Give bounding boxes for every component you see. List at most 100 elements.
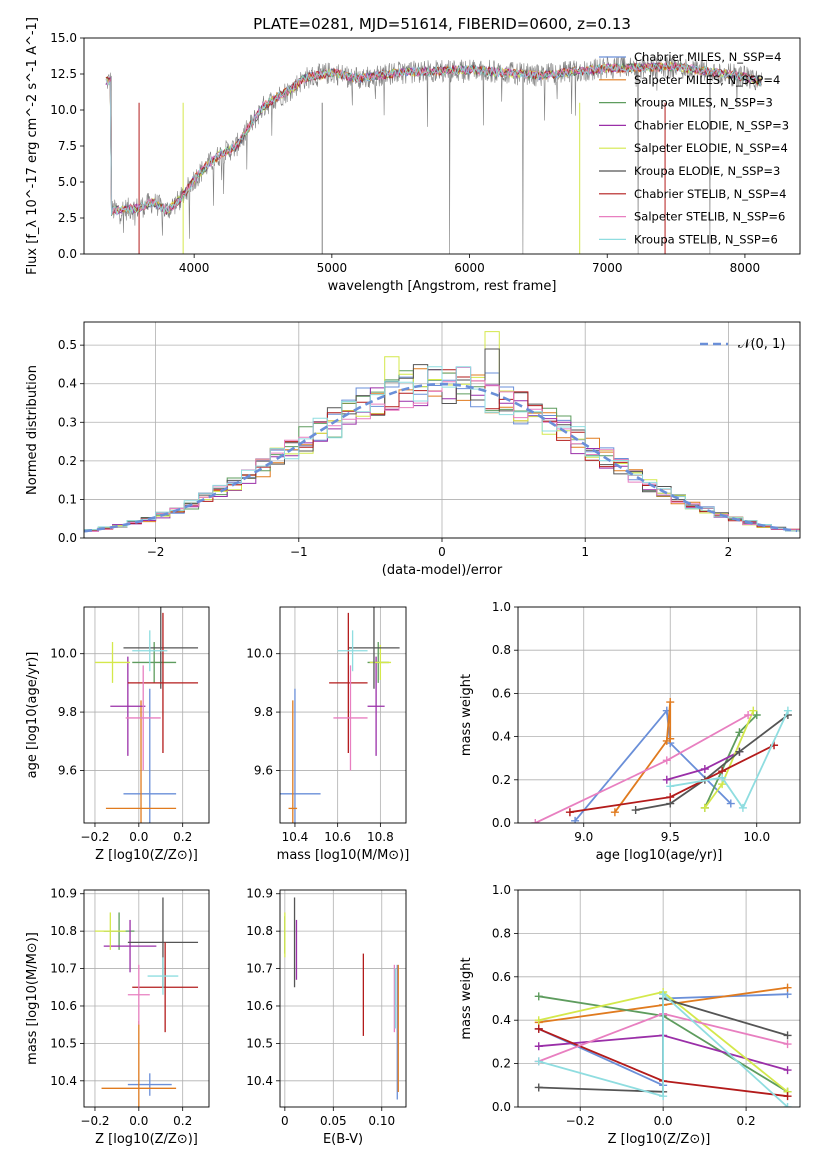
tick-label-y: 0.4 [58, 377, 77, 391]
tick-label-y: 2.5 [58, 211, 77, 225]
tick-label-y: 0.0 [58, 531, 77, 545]
weight-line-8 [538, 992, 789, 1107]
axes-frame [517, 606, 801, 824]
weight-point [783, 1040, 792, 1049]
tick-label-x: 10.6 [324, 830, 351, 844]
plot-area-age_vs_mass [280, 607, 400, 823]
axes-frame [83, 321, 801, 539]
weight-point [726, 799, 735, 808]
tick-label-y: 10.7 [50, 962, 77, 976]
model-line-8 [105, 62, 762, 217]
tick-label-y: 7.5 [58, 139, 77, 153]
legend-label: Salpeter ELODIE, N_SSP=4 [634, 141, 788, 155]
tick-label-y: 0.6 [492, 686, 511, 700]
tick-label-x: 10.0 [743, 830, 770, 844]
axes-frame [83, 37, 801, 255]
tick-label-y: 10.0 [50, 103, 77, 117]
tick-label-y: 10.6 [246, 999, 273, 1013]
tick-label-x: −0.2 [566, 1114, 595, 1128]
tick-label-y: 15.0 [50, 31, 77, 45]
x-axis-label: (data-model)/error [382, 563, 503, 578]
weight-point [700, 765, 709, 773]
weight-point [534, 1042, 543, 1051]
tick-label-x: 0 [281, 1114, 289, 1128]
tick-label-y: 0.4 [492, 1013, 511, 1027]
tick-label-y: 0.0 [492, 816, 511, 830]
tick-label-y: 9.6 [58, 763, 77, 777]
weight-point [744, 711, 753, 719]
weight-point [783, 1103, 792, 1107]
plot-area-weight_vs_Z [534, 983, 792, 1107]
weight-point [735, 728, 744, 737]
tick-label-y: 10.5 [50, 1036, 77, 1050]
tick-label-x: −1 [290, 545, 308, 559]
tick-label-y: 9.8 [254, 705, 273, 719]
panel-weight_vs_age: 9.0 9.5 10.0 0.0 0.2 0.4 0.6 0.8 1.0 age [log10(a… [459, 600, 801, 863]
tick-label-y: 10.0 [50, 647, 77, 661]
weight-point [659, 990, 668, 999]
tick-label-y: 10.8 [246, 924, 273, 938]
legend-label: Salpeter STELIB, N_SSP=6 [634, 210, 785, 224]
tick-label-x: 0.0 [129, 830, 148, 844]
tick-label-y: 0.8 [492, 926, 511, 940]
tick-label-y: 10.9 [246, 887, 273, 901]
tick-label-x: 10.8 [367, 830, 394, 844]
plot-area-mass_vs_Z [94, 897, 199, 1107]
weight-point [783, 983, 792, 992]
weight-point [534, 1083, 543, 1092]
weight-line-7 [534, 714, 749, 823]
x-axis-label: E(B-V) [323, 1132, 363, 1147]
weight-point [662, 775, 671, 784]
tick-label-y: 9.8 [58, 705, 77, 719]
panel-residuals: −2 −1 0 1 2 0.0 0.1 0.2 0.3 0.4 0.5 (data-model)/er… [25, 321, 801, 578]
normal-reference-curve [84, 382, 798, 533]
tick-label-y: 0.1 [58, 492, 77, 506]
tick-label-x: −0.2 [80, 830, 109, 844]
axes-frame [279, 606, 407, 824]
weight-line-6 [569, 744, 775, 814]
weight-point [666, 698, 675, 707]
weight-point [666, 782, 675, 791]
legend-label: Chabrier ELODIE, N_SSP=3 [634, 118, 789, 132]
weight-point [783, 706, 792, 715]
tick-label-y: 10.0 [246, 647, 273, 661]
tick-label-x: 0.2 [173, 1114, 192, 1128]
axes-frame [279, 889, 407, 1108]
tick-label-y: 0.5 [58, 338, 77, 352]
tick-label-y: 0.2 [492, 773, 511, 787]
axes-frame [83, 606, 210, 824]
weight-point [534, 1016, 543, 1025]
weight-point [531, 819, 540, 823]
histogram-step-8 [84, 366, 800, 532]
weight-point [534, 992, 543, 1001]
axes-frame [83, 889, 210, 1108]
x-axis-label: age [log10(age/yr)] [596, 848, 723, 863]
panel-age_vs_Z: −0.2 0.0 0.2 9.6 9.8 10.0 Z [log10(Z/Z⊙)] age [… [25, 606, 210, 863]
plot-area-weight_vs_age [531, 698, 792, 823]
weight-point [662, 756, 671, 765]
legend: Chabrier MILES, N_SSP=4 Salpeter MILES, N… [599, 50, 789, 246]
legend-label: Chabrier STELIB, N_SSP=4 [634, 187, 786, 201]
weight-point [749, 706, 758, 715]
tick-label-x: 9.0 [574, 830, 593, 844]
tick-label-x: 0.0 [129, 1114, 148, 1128]
tick-label-x: 9.5 [661, 830, 680, 844]
legend-label: Salpeter MILES, N_SSP=4 [634, 73, 780, 87]
panel-weight_vs_Z: −0.2 0.0 0.2 0.0 0.2 0.4 0.6 0.8 1.0 Z [log10(Z/Z… [459, 883, 801, 1147]
weight-point [565, 808, 574, 817]
weight-point [659, 1092, 668, 1101]
plot-area-spectrum [105, 55, 762, 254]
weight-line-5 [635, 714, 789, 811]
tick-label-y: 0.4 [492, 730, 511, 744]
weight-point [735, 747, 744, 756]
weight-point [783, 1092, 792, 1101]
y-axis-label: Normed distribution [25, 365, 40, 495]
y-axis-label: mass [log10(M/M⊙)] [25, 932, 40, 1065]
tick-label-y: 1.0 [492, 883, 511, 897]
y-axis-label: mass weight [459, 957, 474, 1039]
tick-label-x: 0.10 [368, 1114, 395, 1128]
x-axis-label: Z [log10(Z/Z⊙)] [608, 1132, 711, 1147]
tick-label-x: −2 [147, 545, 165, 559]
figure-title: PLATE=0281, MJD=51614, FIBERID=0600, z=0… [253, 15, 631, 33]
weight-point [666, 734, 675, 743]
